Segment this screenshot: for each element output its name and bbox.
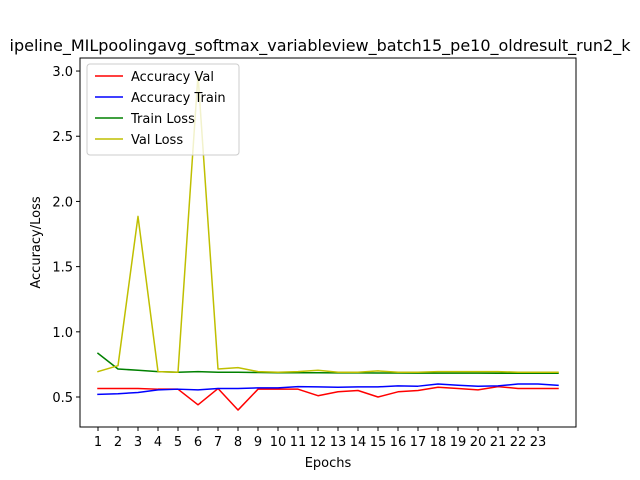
x-tick-label: 4 — [154, 435, 162, 450]
y-tick-label: 0.5 — [52, 391, 73, 406]
x-tick-label: 10 — [270, 435, 287, 450]
x-tick-label: 18 — [430, 435, 447, 450]
x-tick-label: 7 — [214, 435, 222, 450]
x-tick-label: 15 — [370, 435, 387, 450]
y-tick-label: 2.5 — [52, 130, 73, 145]
x-tick-label: 23 — [530, 435, 547, 450]
x-tick-label: 8 — [234, 435, 242, 450]
x-tick-label: 1 — [94, 435, 102, 450]
legend-label: Train Loss — [130, 112, 195, 127]
x-tick-label: 22 — [510, 435, 527, 450]
x-tick-label: 20 — [470, 435, 487, 450]
legend-box — [86, 63, 240, 156]
chart-title: ipeline_MILpoolingavg_softmax_variablevi… — [10, 36, 632, 56]
y-tick-label: 1.5 — [52, 261, 73, 276]
y-axis-ticks: 0.5 1.0 1.5 2.0 2.5 3.0 — [52, 65, 80, 406]
chart-legend: Accuracy Val Accuracy Train Train Loss Val … — [86, 63, 240, 156]
y-tick-label: 1.0 — [52, 326, 73, 341]
x-tick-label: 12 — [310, 435, 327, 450]
x-tick-label: 13 — [330, 435, 347, 450]
series-line-accuracy-train — [97, 383, 559, 396]
series-layer — [96, 74, 559, 411]
x-tick-label: 5 — [174, 435, 182, 450]
x-axis-ticks: 1 2 3 4 5 6 7 8 9 10 11 12 13 14 15 16 17 18 19 20 21 22 23 — [94, 427, 546, 450]
legend-label: Val Loss — [131, 133, 183, 148]
x-tick-label: 3 — [134, 435, 142, 450]
series-line-val-loss — [97, 74, 559, 373]
legend-label: Accuracy Val — [131, 70, 214, 85]
y-tick-label: 3.0 — [52, 65, 73, 80]
x-tick-label: 14 — [350, 435, 367, 450]
x-tick-label: 11 — [290, 435, 307, 450]
legend-label: Accuracy Train — [131, 91, 226, 106]
y-axis-label: Accuracy/Loss — [29, 196, 44, 288]
x-tick-label: 19 — [450, 435, 467, 450]
x-tick-label: 9 — [254, 435, 262, 450]
x-tick-label: 16 — [390, 435, 407, 450]
x-tick-label: 6 — [194, 435, 202, 450]
x-axis-label: Epochs — [305, 456, 352, 471]
plot-frame — [79, 57, 577, 428]
y-tick-label: 2.0 — [52, 195, 73, 210]
x-tick-label: 21 — [490, 435, 507, 450]
x-tick-label: 2 — [114, 435, 122, 450]
x-tick-label: 17 — [410, 435, 427, 450]
